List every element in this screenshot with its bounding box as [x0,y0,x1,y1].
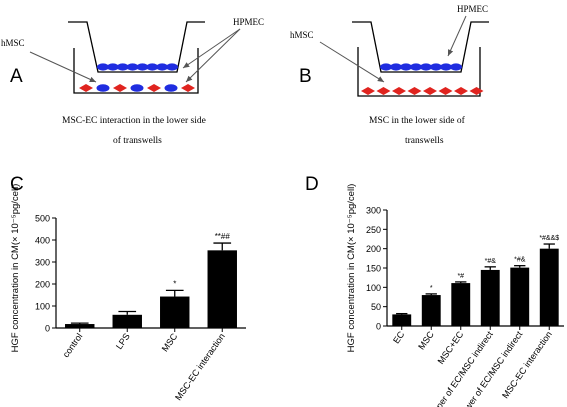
significance-label: *#& [485,258,497,265]
ec-cell [450,63,462,71]
panel-a-ec-cells-top [97,63,178,71]
ec-cell [164,84,178,92]
panel-d-letter: D [305,174,319,195]
x-tick-label: LPS [114,331,132,351]
ec-cell [410,63,422,71]
x-tick-label: control [61,331,85,359]
msc-cell [376,87,391,95]
panel-b-ec-cells-top [380,63,462,71]
y-tick-label: 200 [366,244,381,254]
chart-d-ylabel: HGF concentration in CM(× 10⁻⁵pg/cell) [346,184,357,353]
ec-cell [400,63,412,71]
y-tick-label: 150 [366,264,381,274]
panel-a-caption-line1: MSC-EC interaction in the lower side [62,116,206,126]
panel-b-letter: B [299,66,312,87]
ec-cell [136,63,149,71]
msc-cell [454,87,468,95]
msc-cell [469,87,484,95]
y-tick-label: 300 [366,206,381,216]
x-tick-label: MSC [416,329,436,352]
msc-cell [181,84,195,92]
ec-cell [380,63,392,71]
y-tick-label: 300 [35,258,50,268]
ec-cell [390,63,402,71]
bar [112,314,142,328]
panel-a-hpmec-label: HPMEC [233,17,264,27]
ec-cell [126,63,139,71]
bar [480,269,500,326]
ec-cell [440,63,452,71]
bar [539,248,559,326]
significance-label: * [430,285,433,292]
msc-cell [361,87,375,95]
y-tick-label: 100 [35,302,50,312]
y-tick-label: 100 [366,283,381,293]
panel-a-insert [68,21,205,73]
panel-a-letter: A [10,66,23,87]
significance-label: * [173,279,176,288]
ec-cell [116,63,129,71]
panel-c-letter: C [10,174,24,195]
panel-c-chart: C 0 100 200 300 400 500 control LPS * MSC **## MSC-… [10,174,246,402]
y-tick-label: 200 [35,280,50,290]
bar [421,295,441,326]
panel-a-mixed-cells-bottom [79,84,195,92]
panel-b-msc-cells-bottom [361,87,484,95]
msc-cell [423,87,437,95]
panel-b-caption-line1: MSC in the lower side of [369,115,466,126]
y-tick-label: 0 [45,324,50,334]
panel-a-hmsc-label: hMSC [1,38,25,48]
y-tick-label: 0 [376,322,381,332]
panel-b-insert [352,21,489,73]
ec-cell [96,84,110,92]
y-tick-label: 250 [366,225,381,235]
panel-b-diagram: B hMSC HPMEC MSC in the lower side of tr… [290,4,489,146]
ec-cell [106,63,119,71]
msc-cell [392,87,406,95]
bar [65,324,95,328]
ec-cell [430,63,442,71]
ec-cell [146,63,159,71]
bar [160,296,190,328]
chart-c-plot: 0 100 200 300 400 500 control LPS * MSC **## MSC-EC… [35,214,246,402]
significance-label: **## [215,232,231,241]
panel-b-hpmec-label: HPMEC [457,4,488,14]
panel-a-caption-line2: of transwells [113,135,162,146]
ec-cell [420,63,432,71]
x-tick-label: MSC [160,331,180,354]
bar [392,314,412,326]
y-tick-label: 500 [35,214,50,224]
bar [510,267,530,326]
msc-cell [407,87,422,95]
x-tick-label: MSC-EC interaction [173,331,227,402]
significance-label: *#&&$ [539,235,559,242]
ec-cell [130,84,144,92]
chart-c-ylabel: HGF concentration in CM(× 10⁻⁵pg/cell) [10,184,21,353]
significance-label: *#& [514,257,526,264]
ec-cell [166,63,178,71]
chart-d-plot: 050100150200250300EC*MSC*#MSC+EC*#&Upper… [366,206,564,407]
msc-cell [438,87,453,95]
msc-cell [113,84,127,92]
panel-b-well [357,47,481,97]
significance-label: *# [457,273,464,280]
panel-a-diagram: A hMSC HPMEC MSC-EC interaction in the l… [1,17,264,146]
bar [451,283,471,326]
y-tick-label: 400 [35,236,50,246]
ec-cell [156,63,169,71]
ec-cell [97,63,109,71]
panel-d-chart: D 050100150200250300EC*MSC*#MSC+EC*#&Upp… [305,174,564,407]
msc-cell [147,84,161,92]
x-tick-label: EC [391,329,407,345]
x-tick-label: MSC+EC [436,329,466,366]
bar [207,250,237,328]
panel-b-hmsc-label: hMSC [290,30,314,40]
panel-b-caption-line2: transwells [405,136,444,146]
y-tick-label: 50 [371,302,381,312]
msc-cell [79,84,93,92]
